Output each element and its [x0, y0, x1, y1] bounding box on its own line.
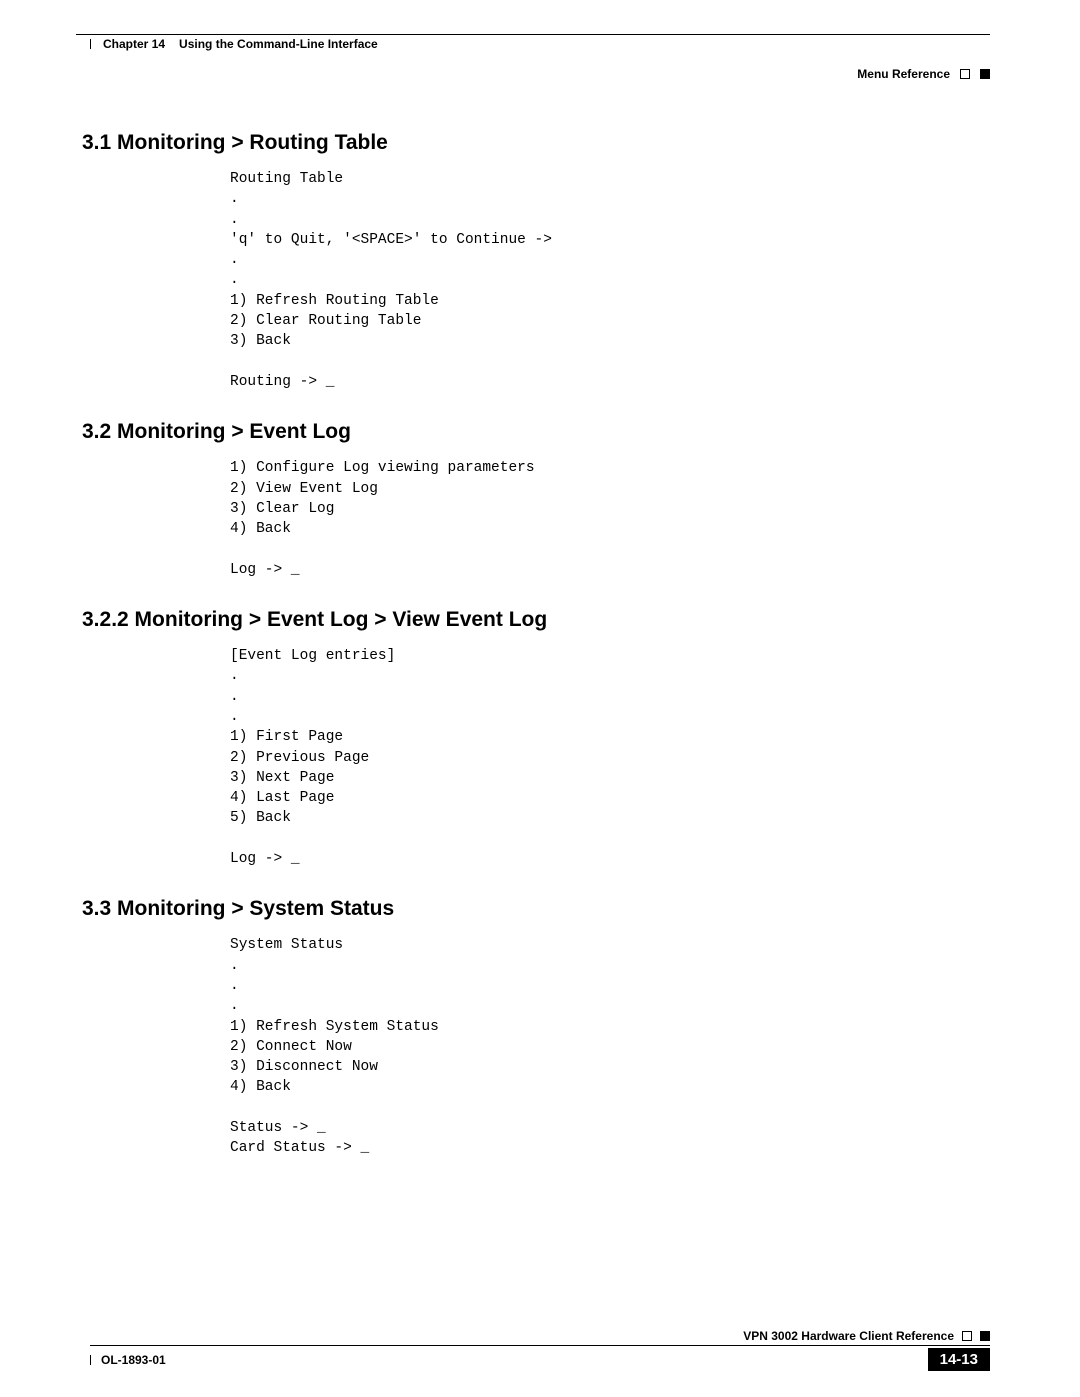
- marker-solid-icon: [980, 1331, 990, 1341]
- page-number: 14-13: [940, 1351, 978, 1368]
- content-area: 3.1 Monitoring > Routing Table Routing T…: [90, 131, 990, 1159]
- section-heading: 3.2 Monitoring > Event Log: [82, 420, 990, 444]
- footer-tick: [90, 1355, 91, 1365]
- section-heading: 3.2.2 Monitoring > Event Log > View Even…: [82, 608, 990, 632]
- code-block: 1) Configure Log viewing parameters 2) V…: [230, 458, 990, 580]
- footer-bottom-row: OL-1893-01 14-13: [90, 1348, 990, 1371]
- section-heading: 3.1 Monitoring > Routing Table: [82, 131, 990, 155]
- footer-rule: [90, 1345, 990, 1346]
- marker-outline-icon: [962, 1331, 972, 1341]
- chapter-label: Chapter 14: [103, 37, 165, 51]
- code-block: [Event Log entries] . . . 1) First Page …: [230, 646, 990, 869]
- header-tick: [90, 39, 91, 49]
- section-label: Menu Reference: [857, 67, 950, 81]
- running-header: Chapter 14 Using the Command-Line Interf…: [90, 35, 990, 53]
- marker-solid-icon: [980, 69, 990, 79]
- marker-outline-icon: [960, 69, 970, 79]
- code-block: Routing Table . . 'q' to Quit, '<SPACE>'…: [230, 169, 990, 392]
- doc-id-block: OL-1893-01: [90, 1353, 166, 1367]
- doc-id: OL-1893-01: [101, 1353, 166, 1367]
- section-heading: 3.3 Monitoring > System Status: [82, 897, 990, 921]
- running-subheader: Menu Reference: [90, 67, 990, 81]
- page-footer: VPN 3002 Hardware Client Reference OL-18…: [90, 1329, 990, 1371]
- page-container: Chapter 14 Using the Command-Line Interf…: [0, 0, 1080, 1397]
- page-number-badge: 14-13: [928, 1348, 990, 1371]
- chapter-title: Using the Command-Line Interface: [179, 37, 378, 51]
- code-block: System Status . . . 1) Refresh System St…: [230, 935, 990, 1158]
- footer-title-row: VPN 3002 Hardware Client Reference: [90, 1329, 990, 1343]
- product-title: VPN 3002 Hardware Client Reference: [743, 1329, 954, 1343]
